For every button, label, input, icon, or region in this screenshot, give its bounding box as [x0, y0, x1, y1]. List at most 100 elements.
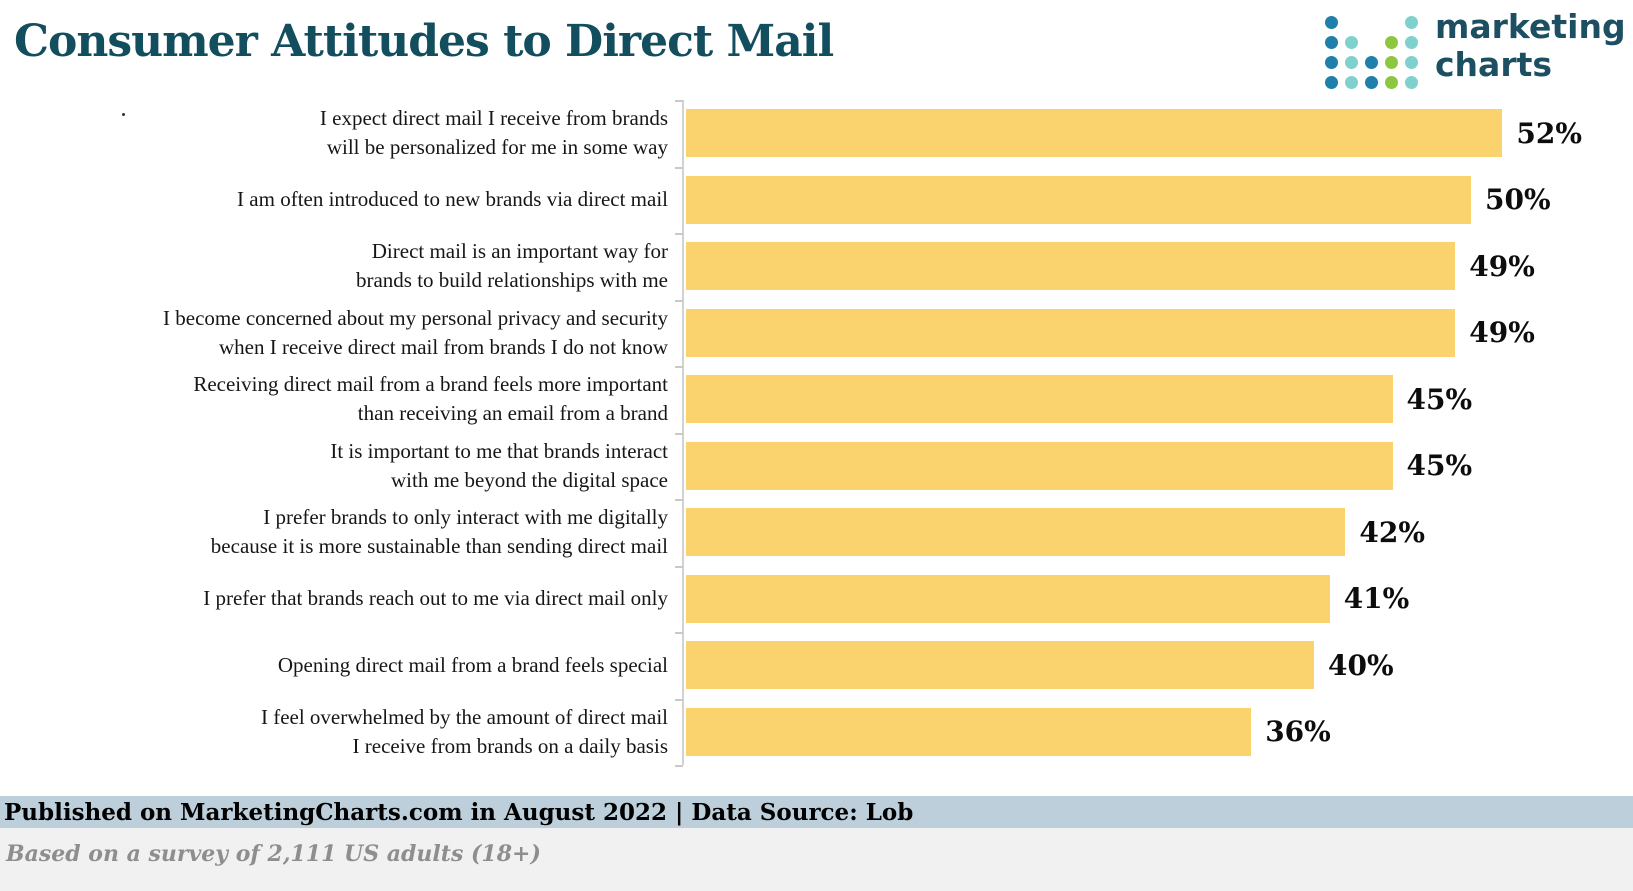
- axis-tick: [675, 565, 683, 568]
- bar: [686, 574, 1330, 623]
- bar: [686, 308, 1456, 357]
- logo-dot-icon: [1385, 56, 1398, 69]
- logo-dot-icon: [1325, 56, 1338, 69]
- survey-note-text: Based on a survey of 2,111 US adults (18…: [6, 841, 541, 867]
- bar-category-label: I am often introduced to new brands via …: [0, 185, 668, 214]
- bar: [686, 508, 1346, 557]
- bar-row: I prefer brands to only interact with me…: [0, 499, 1633, 566]
- axis-tick: [675, 632, 683, 634]
- bar-value-label: 49%: [1469, 316, 1535, 350]
- logo-wordmark: marketing charts: [1435, 8, 1626, 83]
- logo-dot-icon: [1345, 76, 1358, 89]
- bar: [686, 707, 1252, 756]
- bar-category-label-line: I expect direct mail I receive from bran…: [319, 106, 668, 131]
- bar-wrap: 41%: [686, 574, 1409, 623]
- bar-category-label: I feel overwhelmed by the amount of dire…: [0, 703, 668, 761]
- axis-tick: [675, 499, 683, 501]
- bar-category-label-line: I am often introduced to new brands via …: [237, 187, 668, 212]
- bar-category-label-line: I prefer that brands reach out to me via…: [203, 586, 668, 611]
- logo-dot-icon: [1325, 16, 1338, 29]
- publication-band: Published on MarketingCharts.com in Augu…: [0, 796, 1633, 828]
- bar-category-label: I expect direct mail I receive from bran…: [0, 104, 668, 162]
- bar-wrap: 36%: [686, 707, 1331, 756]
- bar-wrap: 45%: [686, 441, 1473, 490]
- bar-category-label: I prefer brands to only interact with me…: [0, 503, 668, 561]
- bar-row: It is important to me that brands intera…: [0, 433, 1633, 500]
- logo-dot-icon: [1345, 56, 1358, 69]
- axis-tick: [675, 765, 683, 767]
- bar-category-label-line: Direct mail is an important way for: [371, 239, 668, 264]
- logo-dot-icon: [1405, 56, 1418, 69]
- bar-wrap: 42%: [686, 508, 1425, 557]
- bar-category-label: Direct mail is an important way for brand…: [0, 237, 668, 295]
- bar-category-label-line: Receiving direct mail from a brand feels…: [193, 372, 668, 397]
- bar-row: Direct mail is an important way for brand…: [0, 233, 1633, 300]
- axis-tick: [675, 100, 683, 102]
- logo-dot-icon: [1345, 36, 1358, 49]
- bar-value-label: 45%: [1406, 382, 1473, 416]
- logo-dot-icon: [1385, 36, 1398, 49]
- bar-row: I expect direct mail I receive from bran…: [0, 100, 1633, 167]
- page-title: Consumer Attitudes to Direct Mail: [14, 16, 834, 67]
- category-axis-line: [682, 100, 684, 765]
- marketingcharts-logo: marketing charts: [1325, 8, 1626, 89]
- bar-category-label: I become concerned about my personal pri…: [0, 304, 668, 362]
- logo-dot-empty: [1345, 16, 1358, 29]
- bar-row: I prefer that brands reach out to me via…: [0, 566, 1633, 633]
- logo-dot-empty: [1385, 16, 1398, 29]
- bar-category-label-line: with me beyond the digital space: [390, 467, 668, 492]
- logo-dot-icon: [1405, 16, 1418, 29]
- bar-chart: I expect direct mail I receive from bran…: [0, 100, 1633, 765]
- bar-row: Receiving direct mail from a brand feels…: [0, 366, 1633, 433]
- bar-value-label: 52%: [1516, 116, 1582, 150]
- bar-category-label: Opening direct mail from a brand feels s…: [0, 651, 668, 680]
- bar-wrap: 49%: [686, 308, 1535, 357]
- logo-dot-icon: [1325, 76, 1338, 89]
- publication-text: Published on MarketingCharts.com in Augu…: [4, 798, 914, 826]
- axis-tick: [675, 166, 683, 169]
- bar: [686, 441, 1393, 490]
- bar-wrap: 52%: [686, 109, 1582, 158]
- bar-category-label-line: than receiving an email from a brand: [357, 401, 668, 426]
- logo-dot-icon: [1405, 36, 1418, 49]
- bar-wrap: 45%: [686, 375, 1473, 424]
- bar-value-label: 36%: [1265, 715, 1331, 749]
- bar: [686, 109, 1503, 158]
- logo-dot-icon: [1365, 76, 1378, 89]
- axis-tick: [675, 432, 683, 435]
- stray-dot: [122, 113, 125, 116]
- bar-category-label: It is important to me that brands intera…: [0, 437, 668, 495]
- bar-row: I become concerned about my personal pri…: [0, 300, 1633, 367]
- bar-wrap: 49%: [686, 242, 1535, 291]
- bar-row: Opening direct mail from a brand feels s…: [0, 632, 1633, 699]
- bar-value-label: 50%: [1485, 183, 1551, 217]
- logo-dot-icon: [1405, 76, 1418, 89]
- bar-category-label: Receiving direct mail from a brand feels…: [0, 370, 668, 428]
- logo-dot-icon: [1325, 36, 1338, 49]
- logo-dot-empty: [1365, 36, 1378, 49]
- bar-value-label: 40%: [1328, 648, 1394, 682]
- axis-tick: [675, 233, 683, 235]
- bar-value-label: 42%: [1359, 515, 1425, 549]
- logo-word-charts: charts: [1435, 44, 1553, 84]
- bar-value-label: 45%: [1406, 449, 1473, 483]
- bar-category-label-line: when I receive direct mail from brands I…: [218, 334, 668, 359]
- bar-category-label-line: I prefer brands to only interact with me…: [263, 505, 668, 530]
- bar-category-label: I prefer that brands reach out to me via…: [0, 584, 668, 613]
- logo-dot-empty: [1365, 16, 1378, 29]
- bar: [686, 175, 1471, 224]
- bar: [686, 375, 1393, 424]
- axis-tick: [675, 299, 683, 302]
- bar-category-label-line: I become concerned about my personal pri…: [163, 305, 668, 330]
- bar-row: I am often introduced to new brands via …: [0, 167, 1633, 234]
- bar-category-label-line: because it is more sustainable than send…: [210, 534, 668, 559]
- bar-category-label-line: It is important to me that brands intera…: [330, 438, 668, 463]
- axis-tick: [675, 698, 683, 701]
- bar-wrap: 40%: [686, 641, 1394, 690]
- bar-category-label-line: brands to build relationships with me: [355, 268, 668, 293]
- bar-row: I feel overwhelmed by the amount of dire…: [0, 699, 1633, 766]
- bar-category-label-line: will be personalized for me in some way: [326, 135, 668, 160]
- bar-value-label: 49%: [1469, 249, 1535, 283]
- logo-dot-icon: [1385, 76, 1398, 89]
- bar-category-label-line: I feel overwhelmed by the amount of dire…: [260, 704, 668, 729]
